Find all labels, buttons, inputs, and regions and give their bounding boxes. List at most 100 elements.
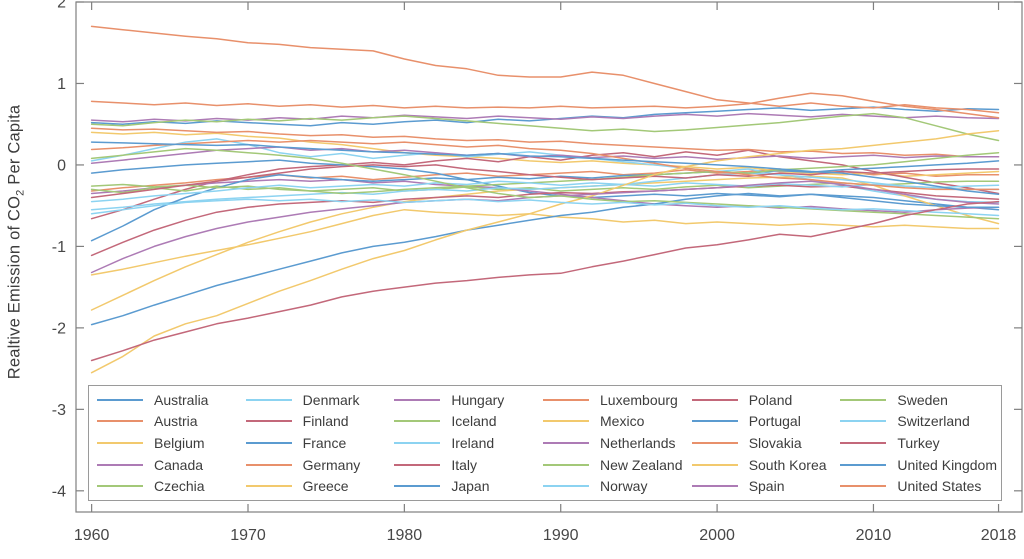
y-axis-label-subscript: 2 (14, 189, 27, 196)
legend-line-swatch (543, 420, 590, 423)
legend-label: New Zealand (600, 456, 683, 473)
legend-label: Turkey (897, 434, 940, 451)
y-tick-label: 1 (57, 76, 66, 93)
legend-item-switzerland: Switzerland (840, 411, 997, 433)
legend-label: Netherlands (600, 434, 676, 451)
legend-item-new-zealand: New Zealand (543, 454, 692, 476)
series-line-france (90, 159, 1000, 211)
legend-item-austria: Austria (97, 411, 246, 433)
legend-item-turkey: Turkey (840, 432, 997, 454)
legend-line-swatch (691, 398, 738, 401)
legend-line-swatch (97, 441, 143, 444)
legend: Australia Austria Belgium Canada Czechia Denm… (88, 385, 1002, 501)
series-line-switzerland (90, 198, 1000, 217)
legend-label: Austria (154, 413, 198, 430)
legend-item-ireland: Ireland (394, 432, 543, 454)
legend-line-swatch (840, 485, 887, 488)
y-tick-label: 0 (57, 157, 66, 174)
legend-line-swatch (245, 441, 292, 444)
legend-item-norway: Norway (543, 475, 692, 497)
legend-label: Poland (748, 391, 793, 408)
legend-item-sweden: Sweden (840, 389, 997, 411)
legend-line-swatch (394, 463, 441, 466)
legend-line-swatch (543, 398, 590, 401)
legend-label: Portugal (748, 413, 801, 430)
y-tick-label: 2 (57, 0, 66, 12)
y-axis-label-text: Realtive Emission of CO (5, 195, 24, 380)
legend-item-luxembourg: Luxembourg (543, 389, 692, 411)
legend-line-swatch (245, 420, 292, 423)
legend-label: Sweden (897, 391, 948, 408)
series-line-italy (90, 184, 1000, 257)
legend-line-swatch (543, 485, 590, 488)
legend-label: Hungary (451, 391, 505, 408)
x-tick-label: 1980 (387, 527, 423, 544)
legend-line-swatch (691, 463, 738, 466)
legend-label: Slovakia (748, 434, 802, 451)
legend-line-swatch (691, 485, 738, 488)
legend-item-portugal: Portugal (691, 411, 841, 433)
legend-line-swatch (840, 463, 887, 466)
series-line-ireland (90, 172, 1000, 211)
legend-item-denmark: Denmark (245, 389, 395, 411)
series-line-mexico (90, 208, 1000, 276)
legend-item-finland: Finland (245, 411, 395, 433)
legend-label: France (302, 434, 347, 451)
series-line-turkey (90, 200, 1000, 362)
legend-item-germany: Germany (245, 454, 395, 476)
x-tick-label: 1960 (74, 527, 110, 544)
legend-line-swatch (245, 463, 292, 466)
legend-line-swatch (97, 420, 143, 423)
legend-label: Canada (154, 456, 204, 473)
legend-label: Italy (451, 456, 478, 473)
series-line-united-states (90, 25, 1000, 114)
legend-line-swatch (97, 485, 143, 488)
y-tick-label: -2 (52, 320, 66, 337)
legend-line-swatch (394, 420, 441, 423)
x-tick-label: 2000 (699, 527, 735, 544)
legend-label: Greece (302, 478, 349, 495)
legend-label: Denmark (302, 391, 360, 408)
legend-label: Norway (600, 478, 648, 495)
series-line-poland (90, 164, 1000, 199)
legend-label: Switzerland (897, 413, 970, 430)
series-line-united-kingdom (90, 141, 1000, 196)
legend-item-greece: Greece (245, 475, 395, 497)
legend-item-japan: Japan (394, 475, 543, 497)
legend-item-mexico: Mexico (543, 411, 692, 433)
legend-label: Czechia (154, 478, 205, 495)
y-axis-label: Realtive Emission of CO2 Per Capita (5, 105, 26, 380)
legend-item-netherlands: Netherlands (543, 432, 692, 454)
series-line-portugal (90, 192, 1000, 326)
legend-line-swatch (840, 398, 887, 401)
legend-line-swatch (543, 441, 590, 444)
legend-label: Luxembourg (600, 391, 678, 408)
legend-item-united-states: United States (840, 475, 997, 497)
legend-label: Ireland (451, 434, 495, 451)
legend-item-south-korea: South Korea (691, 454, 841, 476)
series-line-czechia (90, 112, 1000, 142)
legend-item-poland: Poland (691, 389, 841, 411)
legend-item-canada: Canada (97, 454, 246, 476)
x-tick-label: 1990 (543, 527, 579, 544)
y-tick-label: -3 (52, 402, 66, 419)
legend-label: South Korea (748, 456, 827, 473)
legend-line-swatch (840, 420, 887, 423)
legend-item-czechia: Czechia (97, 475, 246, 497)
legend-item-united-kingdom: United Kingdom (840, 454, 997, 476)
series-line-slovakia (90, 139, 1000, 191)
x-tick-label: 2018 (981, 527, 1017, 544)
legend-line-swatch (97, 463, 143, 466)
legend-label: Belgium (154, 434, 205, 451)
legend-item-belgium: Belgium (97, 432, 246, 454)
legend-line-swatch (691, 420, 738, 423)
legend-line-swatch (245, 485, 292, 488)
series-line-norway (90, 180, 1000, 203)
legend-label: Germany (302, 456, 361, 473)
plot-border (75, 1, 1023, 513)
legend-line-swatch (394, 485, 441, 488)
x-tick-label: 1970 (230, 527, 266, 544)
legend-line-swatch (691, 441, 738, 444)
